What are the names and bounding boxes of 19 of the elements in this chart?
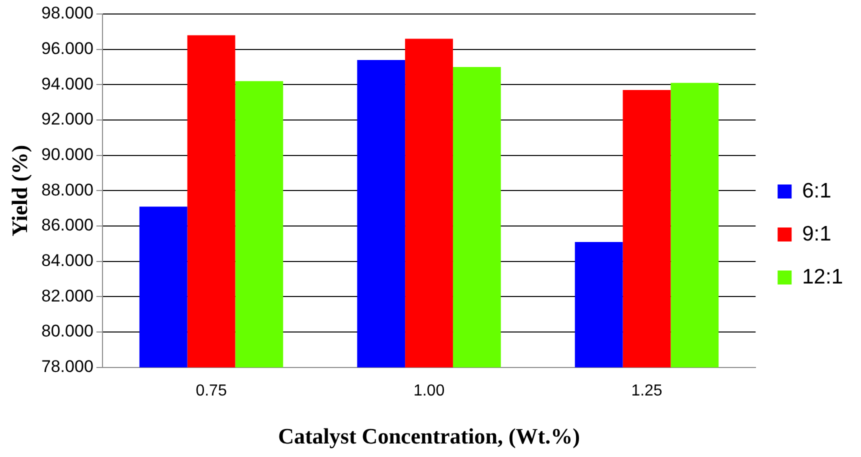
x-tick-label: 1.25 xyxy=(631,382,662,400)
y-tick-label: 94.000 xyxy=(41,74,94,94)
y-axis-title: Yield (%) xyxy=(6,144,32,236)
y-tick-label: 98.000 xyxy=(41,4,94,23)
x-axis-title: Catalyst Concentration, (Wt.%) xyxy=(278,423,580,448)
y-tick-label: 90.000 xyxy=(41,145,94,164)
y-tick-label: 86.000 xyxy=(41,216,94,235)
y-tick-label: 96.000 xyxy=(41,39,94,58)
legend-label: 6:1 xyxy=(802,179,832,202)
legend-label: 9:1 xyxy=(802,222,832,246)
y-tick-label: 80.000 xyxy=(41,322,94,341)
legend-label: 12:1 xyxy=(802,265,844,288)
x-tick-label: 1.00 xyxy=(413,382,445,400)
y-tick-label: 88.000 xyxy=(41,180,94,200)
y-tick-label: 84.000 xyxy=(41,251,94,270)
y-tick-label: 78.000 xyxy=(41,357,94,376)
y-tick-label: 92.000 xyxy=(41,110,94,129)
x-tick-label: 0.75 xyxy=(196,382,227,400)
y-tick-label: 82.000 xyxy=(41,286,94,306)
